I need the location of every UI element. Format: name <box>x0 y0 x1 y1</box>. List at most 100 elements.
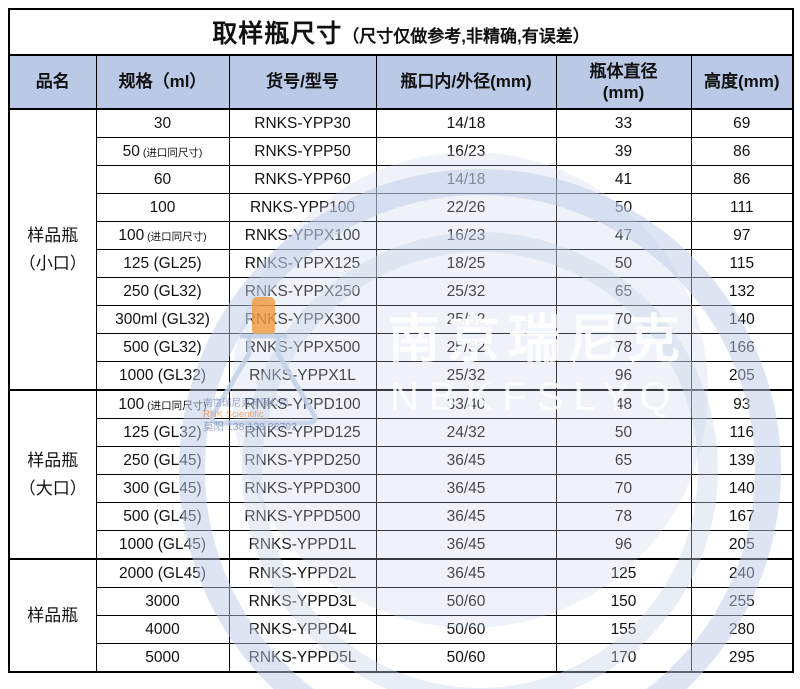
spec-cell: 100 <box>95 193 230 222</box>
col-header-height: 高度(mm) <box>690 54 794 110</box>
model-cell: RNKS-YPP60 <box>228 165 377 194</box>
model-cell: RNKS-YPP30 <box>228 108 377 138</box>
mouth-diameter-cell: 24/32 <box>375 418 557 447</box>
product-group-label: 样品瓶 （小口） <box>8 108 97 391</box>
height-cell: 86 <box>690 137 794 166</box>
table-title: 取样瓶尺寸（尺寸仅做参考,非精确,有误差） <box>8 8 794 56</box>
height-cell: 205 <box>690 361 794 391</box>
spec-note: (进口同尺寸) <box>144 230 207 243</box>
height-cell: 167 <box>690 502 794 531</box>
body-diameter-cell: 96 <box>555 530 692 560</box>
table-body: 样品瓶 （小口） 30 RNKS-YPP30 14/18 33 69 50 (进口同尺寸) R… <box>8 108 794 673</box>
col-header-product-name: 品名 <box>8 54 97 110</box>
col-header-model: 货号/型号 <box>228 54 377 110</box>
body-diameter-cell: 47 <box>555 221 692 250</box>
table-row: 60 RNKS-YPP60 14/18 41 86 <box>9 165 794 194</box>
table-row: 1000 (GL45) RNKS-YPPD1L 36/45 96 205 <box>9 530 794 560</box>
height-cell: 93 <box>690 389 794 419</box>
spec-cell: 50 (进口同尺寸) <box>95 137 230 166</box>
model-cell: RNKS-YPPX500 <box>228 333 377 362</box>
height-cell: 86 <box>690 165 794 194</box>
model-cell: RNKS-YPPD4L <box>228 615 377 644</box>
product-group-label: 样品瓶 （大口） <box>8 389 97 560</box>
body-diameter-cell: 70 <box>555 305 692 334</box>
spec-cell: 500 (GL45) <box>95 502 230 531</box>
bottle-size-table: 取样瓶尺寸（尺寸仅做参考,非精确,有误差） 品名 规格（ml） 货号/型号 瓶口… <box>8 8 795 673</box>
model-cell: RNKS-YPPX125 <box>228 249 377 278</box>
body-diameter-cell: 65 <box>555 277 692 306</box>
height-cell: 295 <box>690 643 794 673</box>
table-row: 100 RNKS-YPP100 22/26 50 111 <box>9 193 794 222</box>
model-cell: RNKS-YPPD300 <box>228 474 377 503</box>
model-cell: RNKS-YPPD2L <box>228 558 377 588</box>
height-cell: 115 <box>690 249 794 278</box>
table-row: 4000 RNKS-YPPD4L 50/60 155 280 <box>9 615 794 644</box>
model-cell: RNKS-YPP50 <box>228 137 377 166</box>
product-group-label: 样品瓶 <box>8 558 97 673</box>
spec-cell: 250 (GL32) <box>95 277 230 306</box>
col-header-body-diameter: 瓶体直径 (mm) <box>555 54 692 110</box>
height-cell: 116 <box>690 418 794 447</box>
model-cell: RNKS-YPPD250 <box>228 446 377 475</box>
spec-cell: 300ml (GL32) <box>95 305 230 334</box>
mouth-diameter-cell: 18/25 <box>375 249 557 278</box>
table-row: 50 (进口同尺寸) RNKS-YPP50 16/23 39 86 <box>9 137 794 166</box>
model-cell: RNKS-YPPD5L <box>228 643 377 673</box>
table-row: 500 (GL45) RNKS-YPPD500 36/45 78 167 <box>9 502 794 531</box>
spec-cell: 100 (进口同尺寸) <box>95 389 230 419</box>
model-cell: RNKS-YPPX300 <box>228 305 377 334</box>
spec-note: (进口同尺寸) <box>139 146 203 159</box>
mouth-diameter-cell: 36/45 <box>375 474 557 503</box>
body-diameter-cell: 39 <box>555 137 692 166</box>
table-row: 125 (GL32) RNKS-YPPD125 24/32 50 116 <box>9 418 794 447</box>
table-row: 250 (GL45) RNKS-YPPD250 36/45 65 139 <box>9 446 794 475</box>
model-cell: RNKS-YPPD1L <box>228 530 377 560</box>
table-row: 5000 RNKS-YPPD5L 50/60 170 295 <box>9 643 794 673</box>
height-cell: 205 <box>690 530 794 560</box>
mouth-diameter-cell: 25/32 <box>375 361 557 391</box>
table-row: 样品瓶 2000 (GL45) RNKS-YPPD2L 36/45 125 240 <box>8 558 794 673</box>
mouth-diameter-cell: 50/60 <box>375 615 557 644</box>
spec-cell: 2000 (GL45) <box>95 558 230 588</box>
table-row: 3000 RNKS-YPPD3L 50/60 150 255 <box>9 587 794 616</box>
table-row: 300ml (GL32) RNKS-YPPX300 25/32 70 140 <box>9 305 794 334</box>
table-title-main: 取样瓶尺寸 <box>212 20 343 48</box>
model-cell: RNKS-YPPD3L <box>228 587 377 616</box>
body-diameter-cell: 170 <box>555 643 692 673</box>
model-cell: RNKS-YPPX100 <box>228 221 377 250</box>
body-diameter-cell: 78 <box>555 333 692 362</box>
mouth-diameter-cell: 50/60 <box>375 587 557 616</box>
model-cell: RNKS-YPPX1L <box>228 361 377 391</box>
mouth-diameter-cell: 50/60 <box>375 643 557 673</box>
table-row: 1000 (GL32) RNKS-YPPX1L 25/32 96 205 <box>9 361 794 391</box>
table-row: 样品瓶 （大口） 100 (进口同尺寸) RNKS-YPPD100 33/40 48 93 <box>8 389 794 560</box>
table-row: 125 (GL25) RNKS-YPPX125 18/25 50 115 <box>9 249 794 278</box>
spec-cell: 100 (进口同尺寸) <box>95 221 230 250</box>
height-cell: 280 <box>690 615 794 644</box>
height-cell: 132 <box>690 277 794 306</box>
height-cell: 140 <box>690 474 794 503</box>
height-cell: 166 <box>690 333 794 362</box>
body-diameter-cell: 50 <box>555 249 692 278</box>
body-diameter-cell: 33 <box>555 108 692 138</box>
mouth-diameter-cell: 36/45 <box>375 446 557 475</box>
model-cell: RNKS-YPPD100 <box>228 389 377 419</box>
mouth-diameter-cell: 33/40 <box>375 389 557 419</box>
spec-cell: 4000 <box>95 615 230 644</box>
col-header-mouth-diameter: 瓶口内/外径(mm) <box>375 54 557 110</box>
title-row: 取样瓶尺寸（尺寸仅做参考,非精确,有误差） <box>8 8 794 56</box>
body-diameter-cell: 150 <box>555 587 692 616</box>
spec-cell: 125 (GL32) <box>95 418 230 447</box>
body-diameter-cell: 48 <box>555 389 692 419</box>
body-diameter-cell: 125 <box>555 558 692 588</box>
spec-cell: 125 (GL25) <box>95 249 230 278</box>
height-cell: 139 <box>690 446 794 475</box>
mouth-diameter-cell: 25/32 <box>375 333 557 362</box>
mouth-diameter-cell: 14/18 <box>375 108 557 138</box>
mouth-diameter-cell: 36/45 <box>375 530 557 560</box>
table-row: 100 (进口同尺寸) RNKS-YPPX100 16/23 47 97 <box>9 221 794 250</box>
spec-cell: 30 <box>95 108 230 138</box>
height-cell: 97 <box>690 221 794 250</box>
spec-cell: 1000 (GL32) <box>95 361 230 391</box>
